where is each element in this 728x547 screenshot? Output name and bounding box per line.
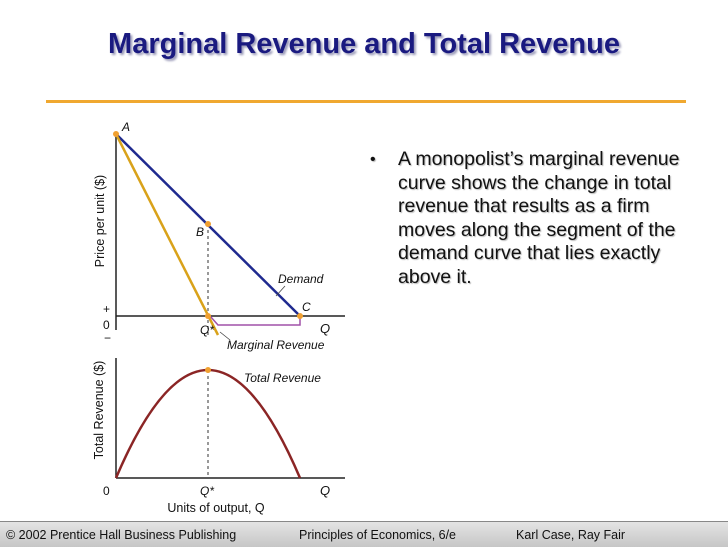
footer-authors: Karl Case, Ray Fair: [516, 528, 626, 542]
point-a-label: A: [121, 120, 130, 134]
bottom-y-axis-label: Total Revenue ($): [92, 361, 106, 460]
qstar-marker-top: [205, 313, 211, 319]
top-y-axis-label: Price per unit ($): [93, 175, 107, 267]
mr-label-leader: [219, 331, 231, 341]
bullet-item: • A monopolist’s marginal revenue curve …: [368, 148, 688, 289]
top-qstar-label: Q*: [200, 323, 214, 337]
bullet-text: A monopolist’s marginal revenue curve sh…: [398, 148, 680, 288]
point-a-marker: [113, 131, 119, 137]
demand-label: Demand: [278, 272, 324, 286]
demand-label-leader: [275, 285, 286, 297]
mr-negative-segment: [209, 315, 301, 326]
mr-label: Marginal Revenue: [227, 338, 325, 352]
bullet-dot-icon: •: [370, 151, 376, 168]
tr-peak-marker: [205, 367, 211, 373]
point-c-label: C: [302, 300, 311, 314]
top-minus-label: −: [104, 331, 111, 345]
bottom-q-label: Q: [320, 483, 330, 498]
footer-book-title: Principles of Economics, 6/e: [299, 528, 457, 542]
mr-tr-figure: A B C Demand Marginal Revenue + 0 − Q* Q…: [92, 120, 345, 515]
slide-footer: © 2002 Prentice Hall Business Publishing…: [0, 521, 728, 547]
point-b-label: B: [196, 225, 204, 239]
slide-title: Marginal Revenue and Total Revenue: [108, 28, 620, 60]
tr-label: Total Revenue: [244, 371, 321, 385]
top-zero-label: 0: [103, 318, 110, 332]
point-c-marker: [297, 313, 303, 319]
footer-copyright: © 2002 Prentice Hall Business Publishing: [6, 528, 237, 542]
bottom-x-axis-label: Units of output, Q: [167, 501, 265, 515]
bullet-list: • A monopolist’s marginal revenue curve …: [368, 148, 688, 289]
bottom-qstar-label: Q*: [200, 484, 214, 498]
title-underline: [46, 100, 686, 103]
marginal-revenue-curve: [114, 133, 220, 336]
bottom-zero-label: 0: [103, 484, 110, 498]
top-plus-label: +: [103, 302, 110, 316]
top-q-label: Q: [320, 321, 330, 336]
point-b-marker: [205, 221, 211, 227]
